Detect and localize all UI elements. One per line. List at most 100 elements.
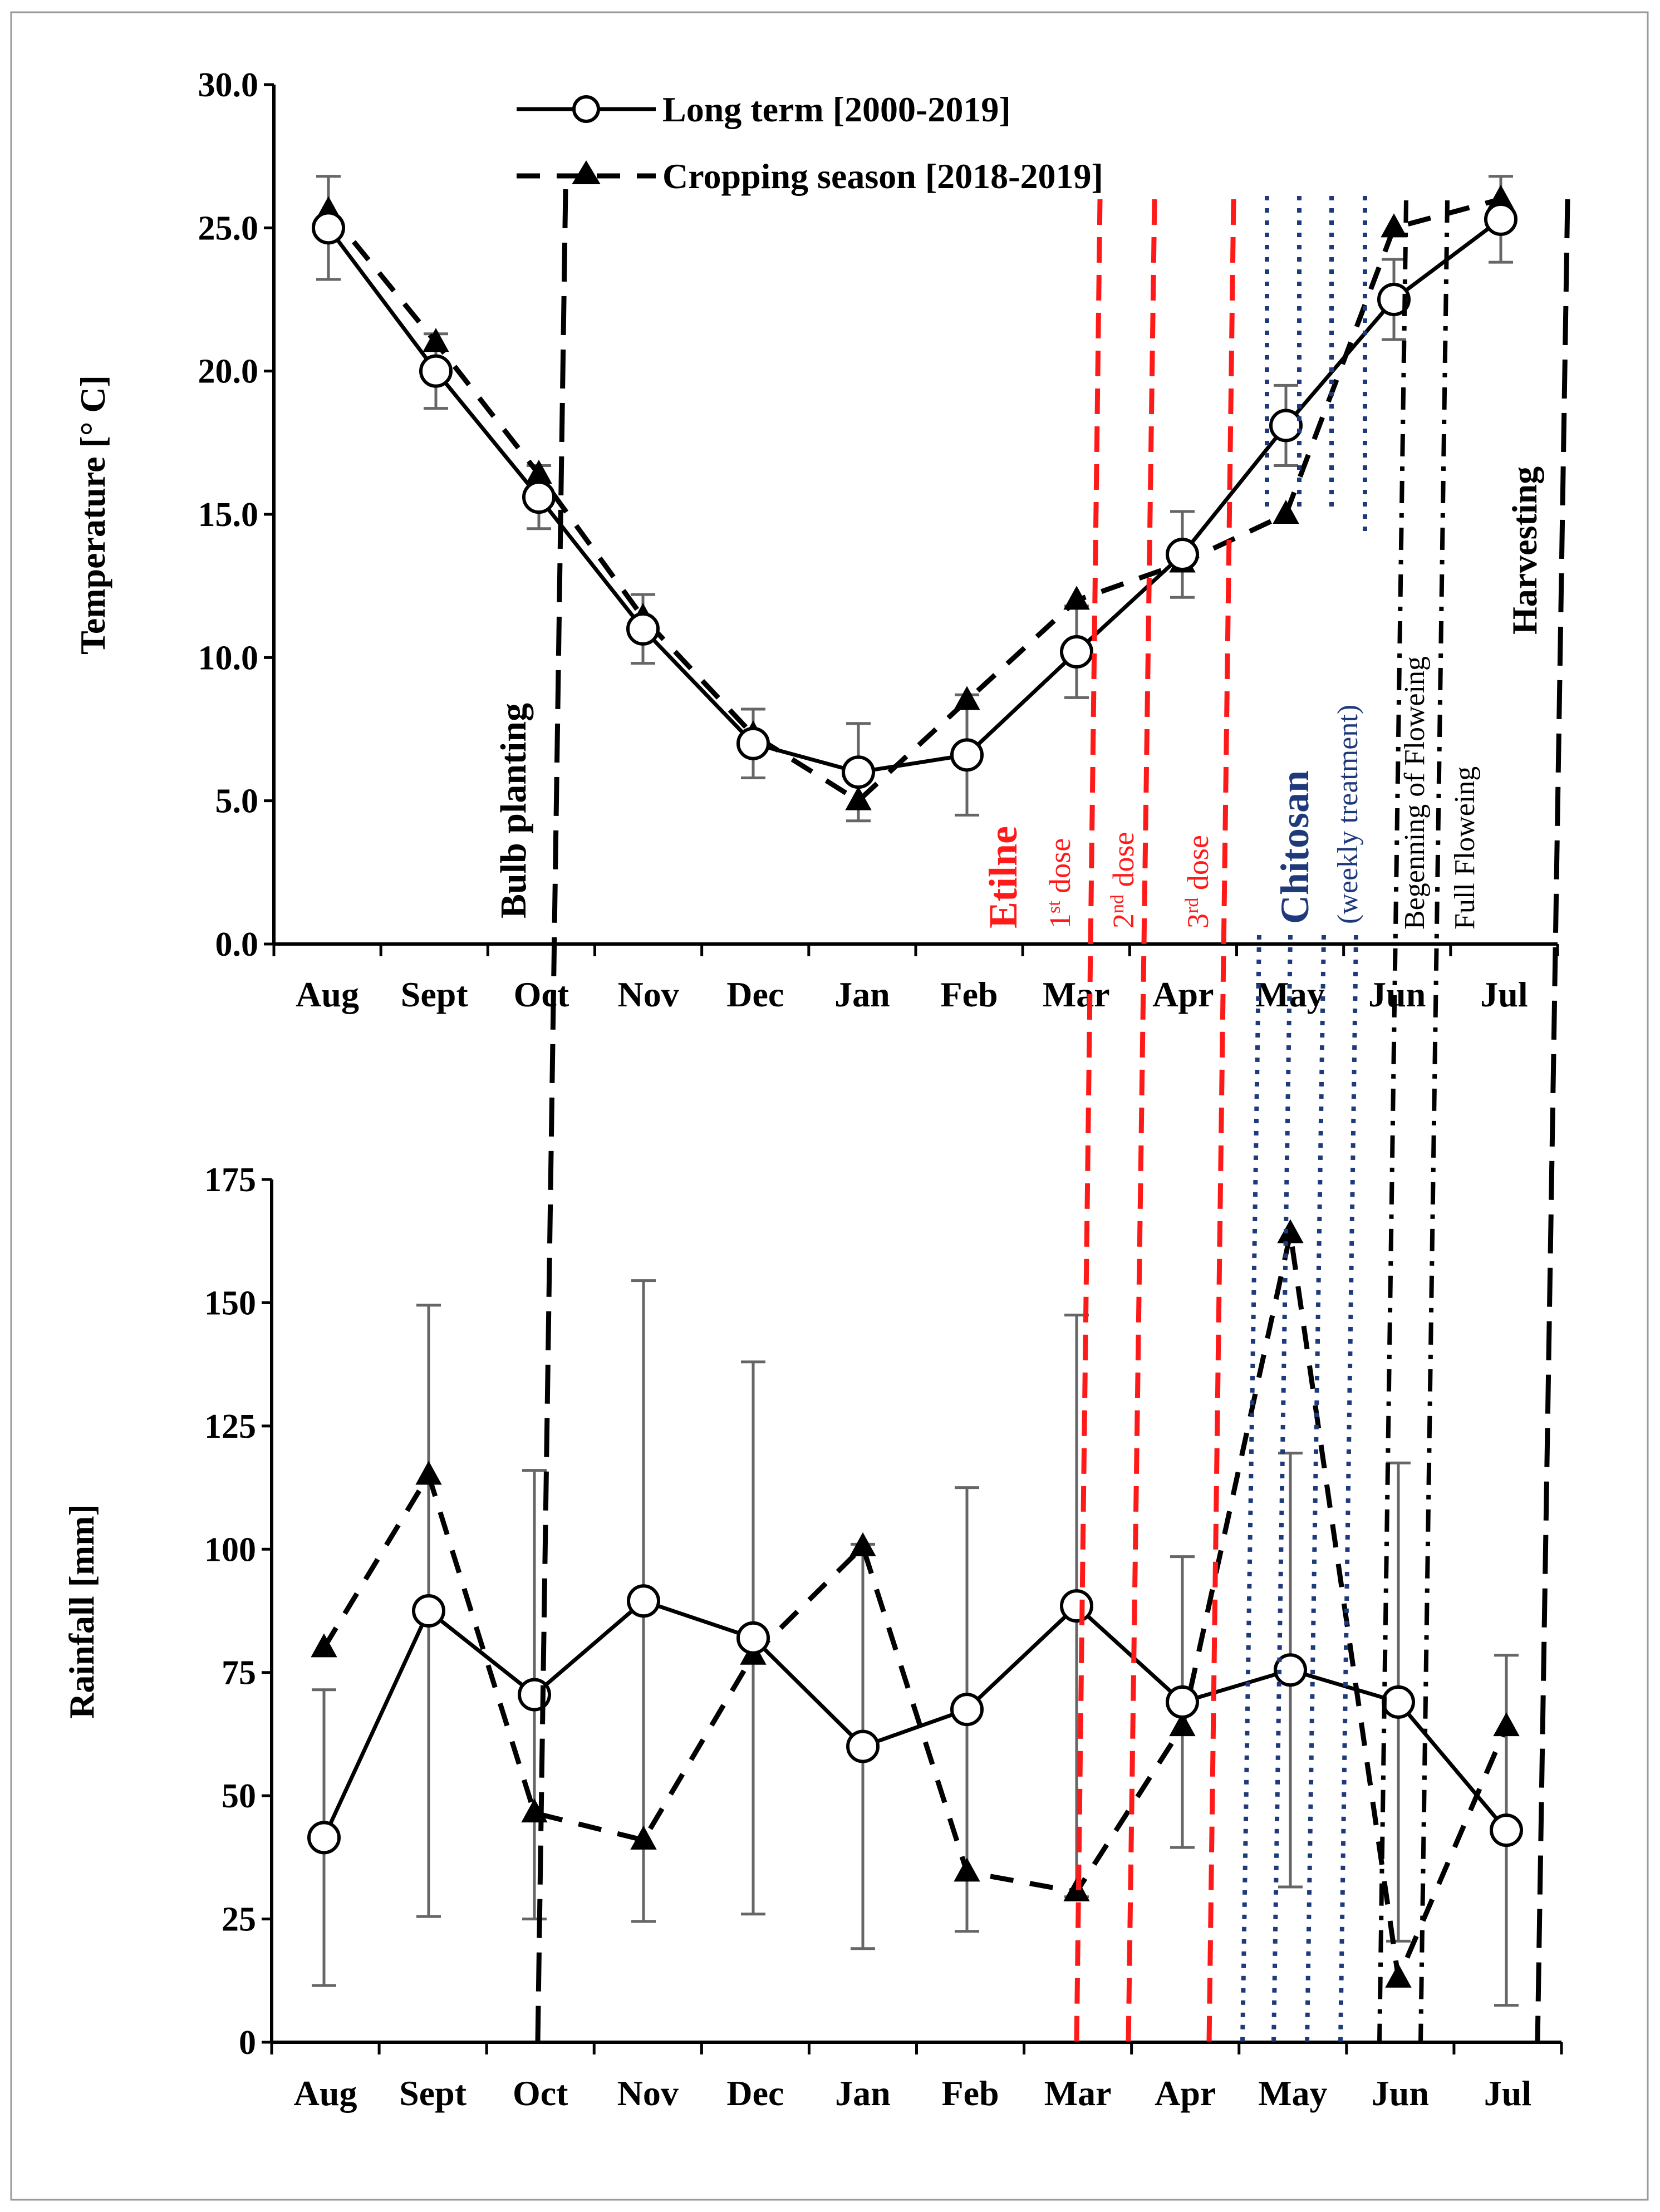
legend-long-term-label: Long term [2000-2019] (662, 90, 1011, 129)
figure-frame (10, 11, 1649, 2201)
rainfall-long-term-point (1274, 1653, 1307, 1687)
ethylene-dose-1-line (1074, 199, 1103, 2043)
rainfall-y-tick-label: 50 (222, 1777, 256, 1815)
chitosan-line-8 (1338, 935, 1358, 2043)
temperature-long-term-point (1377, 283, 1411, 316)
temperature-y-tick-label: 30.0 (198, 66, 259, 104)
rainfall-x-tick-label: Dec (726, 2073, 784, 2113)
temperature-x-tick-label: Jun (1368, 975, 1426, 1014)
ethylene-dose-1-label: 1st dose (1043, 838, 1077, 928)
temperature-cropping-season-point (954, 686, 980, 710)
temperature-y-tick-label: 25.0 (198, 209, 259, 247)
rainfall-long-term-point (627, 1584, 660, 1618)
temperature-long-term-point (736, 726, 770, 760)
chitosan-label: Chitosan (1273, 770, 1317, 924)
rainfall-long-term-point (1166, 1685, 1199, 1719)
rainfall-long-term-point (412, 1594, 445, 1628)
rainfall-cropping-season-line (322, 1233, 1509, 1988)
rainfall-y-tick-label: 175 (204, 1161, 256, 1199)
temperature-chart: 0.0 5.0 10.0 15.0 20.0 25.0 30.0 Aug Sept Oct Nov… (73, 66, 1559, 1014)
chitosan-line-6 (1271, 935, 1293, 2043)
weekly-treatment-label: (weekly treatment) (1332, 705, 1364, 924)
rainfall-x-tick-label: Jul (1484, 2073, 1531, 2113)
rainfall-x-tick-label: Oct (513, 2073, 568, 2113)
temperature-y-tick-label: 20.0 (198, 353, 259, 391)
temperature-long-term-line (327, 218, 1502, 774)
rainfall-cropping-season-point (630, 1825, 657, 1850)
event-lines (535, 189, 1570, 2043)
rainfall-long-term-point (1382, 1685, 1415, 1719)
legend: Long term [2000-2019] Cropping season [2… (517, 90, 1103, 196)
rainfall-long-term-line (322, 1599, 1508, 1839)
temperature-x-tick-label: Apr (1152, 975, 1214, 1014)
beginning-flowering-label: Begenning of Floweing (1399, 656, 1431, 930)
rainfall-x-ticks: Aug Sept Oct Nov Dec Jan Feb Mar Apr May Jun Jul (270, 2042, 1563, 2113)
temperature-cropping-season-point (1273, 499, 1299, 524)
rainfall-series-lines (322, 1233, 1509, 1988)
rainfall-cropping-season-point (1169, 1712, 1196, 1737)
rainfall-long-term-point (1060, 1589, 1093, 1623)
temperature-x-tick-label: Dec (726, 975, 784, 1014)
rainfall-y-ticks: 0 25 50 75 100 125 150 175 (204, 1161, 272, 2062)
beginning-flowering-line (1377, 200, 1408, 2043)
temperature-y-ticks: 0.0 5.0 10.0 15.0 20.0 25.0 30.0 (198, 66, 274, 964)
temperature-cropping-season-point (423, 328, 449, 352)
full-flowering-line (1418, 200, 1450, 2043)
temperature-long-term-point (522, 480, 556, 514)
rainfall-long-term-point (950, 1693, 984, 1727)
rainfall-cropping-season-point (311, 1633, 337, 1658)
temperature-long-term-point (842, 755, 875, 789)
harvesting-line (1535, 199, 1570, 2043)
temperature-x-tick-label: Feb (941, 975, 998, 1014)
legend-cropping-label: Cropping season [2018-2019] (662, 156, 1103, 196)
temperature-y-tick-label: 10.0 (198, 639, 259, 677)
rainfall-x-tick-label: Aug (294, 2073, 357, 2113)
legend-long-term-marker (572, 95, 600, 123)
rainfall-x-tick-label: Mar (1044, 2073, 1112, 2113)
rainfall-long-term-point (307, 1821, 341, 1855)
temperature-cropping-season-point (1381, 213, 1407, 238)
rainfall-long-term-point (736, 1621, 770, 1655)
rainfall-long-term-point (846, 1729, 880, 1763)
rainfall-y-tick-label: 100 (204, 1531, 256, 1569)
ethylene-dose-2-label: 2nd dose (1107, 832, 1140, 928)
temperature-series-lines (326, 196, 1502, 804)
temperature-long-term-point (1484, 202, 1517, 236)
ethylene-dose-3-line (1206, 199, 1236, 2043)
temperature-x-tick-label: Jan (834, 975, 890, 1014)
rainfall-y-tick-label: 75 (222, 1654, 256, 1692)
rainfall-cropping-season-point (1493, 1712, 1520, 1737)
rainfall-y-tick-label: 0 (239, 2024, 256, 2062)
temperature-long-term-point (1060, 635, 1093, 669)
temperature-long-term-point (950, 738, 984, 772)
temperature-x-tick-label: May (1255, 975, 1324, 1014)
temperature-long-term-point (626, 612, 660, 646)
rainfall-long-term-point (1490, 1813, 1523, 1847)
legend-cropping-marker (572, 160, 601, 184)
rainfall-x-tick-label: Jan (835, 2073, 891, 2113)
rainfall-x-tick-label: Feb (941, 2073, 999, 2113)
chitosan-line-7 (1305, 935, 1326, 2043)
rainfall-y-tick-label: 150 (204, 1284, 256, 1322)
rainfall-x-tick-label: Sept (399, 2073, 467, 2113)
rainfall-cropping-season-point (954, 1857, 980, 1882)
ethylene-dose-2-line (1126, 199, 1157, 2043)
rainfall-axes (270, 1179, 1561, 2044)
rainfall-chart: 0 25 50 75 100 125 150 175 Aug Sept Oct Nov Dec Jan F… (62, 1161, 1563, 2113)
bulb-planting-line (535, 189, 568, 2043)
temperature-y-tick-label: 5.0 (215, 783, 259, 820)
bulb-planting-label: Bulb planting (493, 703, 534, 918)
rainfall-cropping-season-point (849, 1532, 876, 1556)
temperature-cropping-season-point (845, 786, 872, 810)
rainfall-x-tick-label: Apr (1155, 2073, 1216, 2113)
temperature-x-tick-label: Oct (514, 975, 569, 1014)
rainfall-x-tick-label: Nov (617, 2073, 679, 2113)
rainfall-markers (307, 1219, 1523, 1988)
rainfall-cropping-season-point (415, 1461, 442, 1485)
rainfall-y-tick-label: 125 (204, 1408, 256, 1446)
rainfall-y-tick-label: 25 (222, 1901, 256, 1939)
temperature-long-term-point (1269, 409, 1303, 443)
temperature-long-term-point (419, 354, 453, 388)
temperature-y-tick-label: 0.0 (215, 926, 259, 964)
